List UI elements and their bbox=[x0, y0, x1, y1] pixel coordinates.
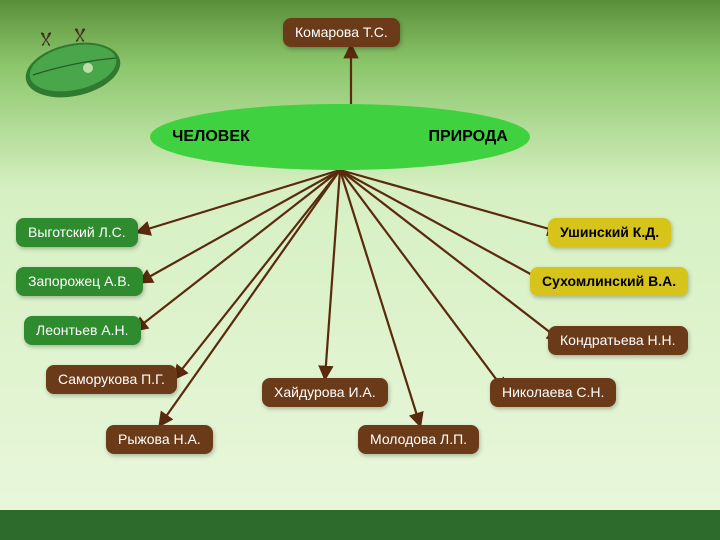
edge-r3 bbox=[340, 170, 560, 340]
edge-l1 bbox=[138, 170, 340, 232]
edge-c1 bbox=[325, 170, 340, 378]
node-c1: Хайдурова И.А. bbox=[262, 378, 388, 407]
ellipse-left-label: ЧЕЛОВЕК bbox=[164, 128, 258, 146]
node-r2: Сухомлинский В.А. bbox=[530, 267, 688, 296]
edge-l3 bbox=[135, 170, 340, 330]
node-l1: Выготский Л.С. bbox=[16, 218, 138, 247]
edge-r1 bbox=[340, 170, 560, 232]
node-r3: Кондратьева Н.Н. bbox=[548, 326, 688, 355]
footer-bar bbox=[0, 510, 720, 540]
node-r4: Николаева С.Н. bbox=[490, 378, 616, 407]
edge-r4 bbox=[340, 170, 505, 391]
node-l3: Леонтьев А.Н. bbox=[24, 316, 141, 345]
node-l2: Запорожец А.В. bbox=[16, 267, 143, 296]
leaf-decoration bbox=[18, 20, 128, 100]
hub-ellipse: ЧЕЛОВЕК ПРИРОДА bbox=[150, 104, 530, 170]
node-l5: Рыжова Н.А. bbox=[106, 425, 213, 454]
node-l4: Саморукова П.Г. bbox=[46, 365, 177, 394]
node-c2: Молодова Л.П. bbox=[358, 425, 479, 454]
diagram-stage: ЧЕЛОВЕК ПРИРОДА Комарова Т.С. Выготский … bbox=[0, 0, 720, 540]
edge-l2 bbox=[140, 170, 340, 282]
ellipse-right-label: ПРИРОДА bbox=[420, 128, 515, 146]
edge-r2 bbox=[340, 170, 545, 282]
edge-l4 bbox=[175, 170, 340, 378]
node-r1: Ушинский К.Д. bbox=[548, 218, 671, 247]
node-top: Комарова Т.С. bbox=[283, 18, 400, 47]
